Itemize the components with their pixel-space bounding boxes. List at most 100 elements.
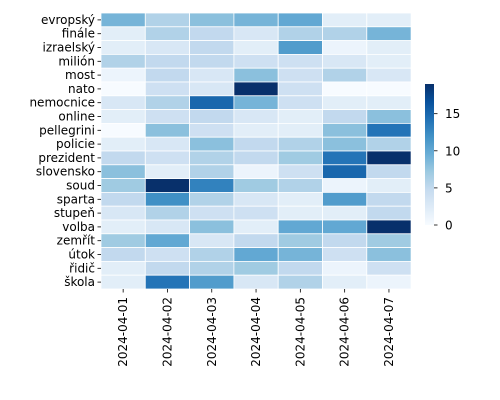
heatmap-cell xyxy=(100,260,146,276)
heatmap-cell xyxy=(189,123,235,138)
heatmap-cell xyxy=(189,109,235,124)
heatmap-cell xyxy=(322,95,368,111)
heatmap-cell xyxy=(189,205,235,221)
heatmap-cell xyxy=(189,274,235,290)
y-tick-label: policie xyxy=(56,137,95,151)
heatmap-cell xyxy=(189,164,235,180)
heatmap-cell xyxy=(233,123,279,138)
heatmap-cells xyxy=(100,12,412,290)
heatmap-cell xyxy=(322,136,368,152)
heatmap-cell xyxy=(277,109,323,124)
heatmap-cell xyxy=(189,67,235,83)
colorbar-tick-label: 15 xyxy=(445,107,460,121)
heatmap-cell xyxy=(233,178,279,193)
y-tick-label: prezident xyxy=(38,151,95,165)
heatmap-cell xyxy=(277,67,323,83)
heatmap-cell xyxy=(144,205,191,221)
heatmap-cell xyxy=(144,260,191,276)
heatmap-cell xyxy=(144,109,191,124)
x-tick-label: 2024-04-07 xyxy=(382,297,396,367)
y-tick-label: zemřít xyxy=(57,234,96,248)
heatmap-cell xyxy=(277,191,323,207)
heatmap-cell xyxy=(277,54,323,69)
heatmap-cell xyxy=(277,40,323,55)
heatmap-cell xyxy=(144,233,191,249)
x-tick-label: 2024-04-01 xyxy=(116,297,130,367)
y-tick-label: izraelský xyxy=(42,41,95,55)
heatmap-cell xyxy=(144,40,191,55)
heatmap-cell xyxy=(144,136,191,152)
heatmap-cell xyxy=(189,12,235,28)
heatmap-cell xyxy=(322,26,368,41)
heatmap-cell xyxy=(366,205,412,221)
heatmap-cell xyxy=(277,81,323,97)
heatmap-cell xyxy=(366,247,412,262)
heatmap-cell xyxy=(366,136,412,152)
y-tick-label: stupeň xyxy=(54,206,95,220)
heatmap-cell xyxy=(189,26,235,41)
heatmap-cell xyxy=(366,150,412,166)
heatmap-cell xyxy=(322,81,368,97)
x-tick-label: 2024-04-02 xyxy=(160,297,174,367)
heatmap-cell xyxy=(233,150,279,166)
heatmap-cell xyxy=(322,178,368,193)
heatmap-cell xyxy=(322,247,368,262)
y-tick-label: řidič xyxy=(69,261,95,275)
heatmap-cell xyxy=(322,205,368,221)
heatmap-cell xyxy=(189,233,235,249)
heatmap-cell xyxy=(189,191,235,207)
heatmap-cell xyxy=(366,260,412,276)
heatmap-cell xyxy=(144,219,191,235)
heatmap-cell xyxy=(277,178,323,193)
heatmap-cell xyxy=(366,12,412,28)
heatmap-cell xyxy=(144,274,191,290)
x-tick-label: 2024-04-03 xyxy=(205,297,219,367)
heatmap-cell xyxy=(277,260,323,276)
heatmap-cell xyxy=(277,247,323,262)
heatmap-cell xyxy=(277,164,323,180)
heatmap-cell xyxy=(277,150,323,166)
y-tick-label: milión xyxy=(58,54,95,68)
y-tick-label: online xyxy=(58,110,95,124)
heatmap-cell xyxy=(100,191,146,207)
heatmap-cell xyxy=(189,81,235,97)
heatmap-cell xyxy=(277,12,323,28)
heatmap-cell xyxy=(322,150,368,166)
y-tick-label: sparta xyxy=(57,192,95,206)
heatmap-cell xyxy=(100,26,146,41)
heatmap-cell xyxy=(233,136,279,152)
heatmap-cell xyxy=(233,219,279,235)
heatmap-cell xyxy=(100,205,146,221)
y-tick-label: útok xyxy=(68,248,95,262)
heatmap-cell xyxy=(189,40,235,55)
heatmap-cell xyxy=(277,123,323,138)
heatmap-cell xyxy=(144,164,191,180)
heatmap-cell xyxy=(233,81,279,97)
y-tick-label: nemocnice xyxy=(29,96,95,110)
heatmap-cell xyxy=(144,26,191,41)
colorbar-tick-label: 10 xyxy=(445,144,460,158)
heatmap-cell xyxy=(144,191,191,207)
colorbar-ticks: 0 5 10 15 xyxy=(434,107,460,233)
y-tick-label: soud xyxy=(66,179,95,193)
heatmap-cell xyxy=(100,123,146,138)
heatmap-cell xyxy=(233,95,279,111)
heatmap-cell xyxy=(233,247,279,262)
heatmap-cell xyxy=(189,136,235,152)
heatmap-cell xyxy=(144,81,191,97)
heatmap-cell xyxy=(366,233,412,249)
y-tick-label: finále xyxy=(62,27,95,41)
x-tick-label: 2024-04-05 xyxy=(293,297,307,367)
heatmap-cell xyxy=(322,123,368,138)
heatmap-cell xyxy=(144,123,191,138)
heatmap-cell xyxy=(366,178,412,193)
heatmap-cell xyxy=(100,40,146,55)
heatmap-cell xyxy=(322,54,368,69)
heatmap-cell xyxy=(366,109,412,124)
heatmap-cell xyxy=(366,54,412,69)
heatmap-cell xyxy=(233,26,279,41)
colorbar xyxy=(425,84,434,225)
y-tick-label: slovensko xyxy=(36,165,95,179)
heatmap-cell xyxy=(100,95,146,111)
heatmap-cell xyxy=(277,205,323,221)
